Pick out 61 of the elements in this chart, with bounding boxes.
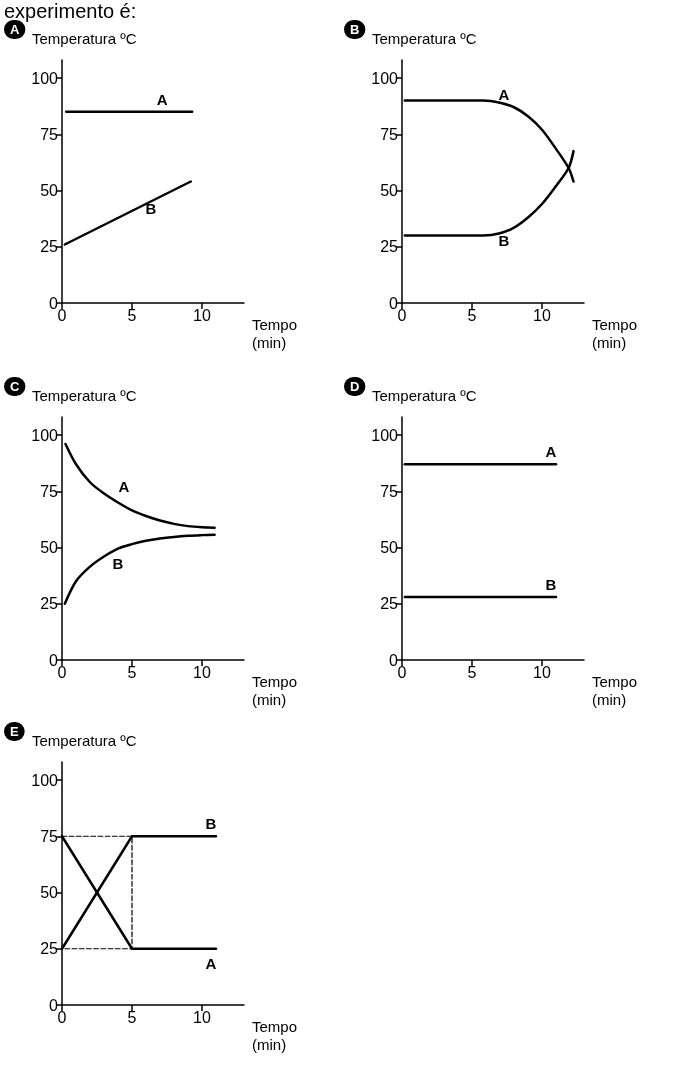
series-label: B	[205, 815, 217, 833]
y-tick-label: 0	[49, 651, 59, 669]
y-tick-label: 0	[389, 294, 399, 312]
y-tick-label: 25	[40, 940, 59, 958]
chart-title: C	[10, 379, 20, 394]
x-tick-label: 10	[533, 663, 551, 681]
y-tick-label: 100	[31, 771, 59, 789]
y-tick-label: 50	[380, 182, 399, 199]
y-tick-label: 0	[49, 996, 59, 1014]
chart-title: A	[10, 22, 20, 37]
x-axis-title: Tempo (min)	[252, 1017, 298, 1053]
x-tick-label: 5	[127, 306, 137, 324]
y-tick-label: 0	[389, 651, 399, 669]
y-tick-label: 25	[380, 595, 399, 613]
y-tick-label: 75	[380, 125, 399, 143]
x-tick-label: 5	[127, 1008, 137, 1026]
series-label: B	[545, 576, 557, 593]
x-axis-title: Tempo (min)	[252, 672, 298, 708]
y-axis-title: Temperatura ºC	[32, 732, 137, 749]
y-axis-title: Temperatura ºC	[32, 30, 137, 47]
series-label: A	[118, 477, 130, 495]
x-axis-title: Tempo (min)	[592, 672, 638, 708]
y-tick-label: 100	[31, 69, 59, 87]
y-axis-title: Temperatura ºC	[372, 387, 477, 404]
x-axis-title: Tempo (min)	[592, 315, 638, 351]
series-label: B	[145, 199, 157, 217]
y-tick-label: 50	[40, 539, 59, 556]
y-tick-label: 100	[31, 426, 59, 444]
y-tick-label: 75	[380, 482, 399, 500]
x-tick-label: 10	[193, 1008, 211, 1026]
series-label: A	[498, 86, 510, 104]
series-label: A	[545, 443, 557, 461]
text: experimento é:	[4, 0, 137, 22]
y-axis-title: Temperatura ºC	[372, 30, 477, 47]
x-axis-title: Tempo (min)	[252, 315, 298, 351]
x-tick-label: 10	[193, 663, 211, 681]
y-tick-label: 0	[49, 294, 59, 312]
y-tick-label: 50	[40, 884, 59, 901]
x-tick-label: 5	[467, 663, 477, 681]
chart-title: B	[350, 22, 360, 37]
x-tick-label: 5	[127, 663, 137, 681]
y-tick-label: 100	[371, 69, 399, 87]
series-label: A	[156, 90, 168, 108]
y-tick-label: 50	[380, 539, 399, 556]
x-tick-label: 10	[193, 306, 211, 324]
x-tick-label: 10	[533, 306, 551, 324]
series-label: A	[205, 954, 217, 972]
series-label: B	[498, 231, 510, 249]
y-tick-label: 25	[40, 595, 59, 613]
y-tick-label: 75	[40, 827, 59, 845]
chart-title: E	[10, 724, 19, 739]
y-tick-label: 75	[40, 125, 59, 143]
y-axis-title: Temperatura ºC	[32, 387, 137, 404]
series-label: B	[112, 554, 124, 572]
y-tick-label: 75	[40, 482, 59, 500]
y-tick-label: 25	[40, 238, 59, 256]
y-tick-label: 50	[40, 182, 59, 199]
x-tick-label: 5	[467, 306, 477, 324]
y-tick-label: 100	[371, 426, 399, 444]
y-tick-label: 25	[380, 238, 399, 256]
chart-title: D	[350, 379, 360, 394]
